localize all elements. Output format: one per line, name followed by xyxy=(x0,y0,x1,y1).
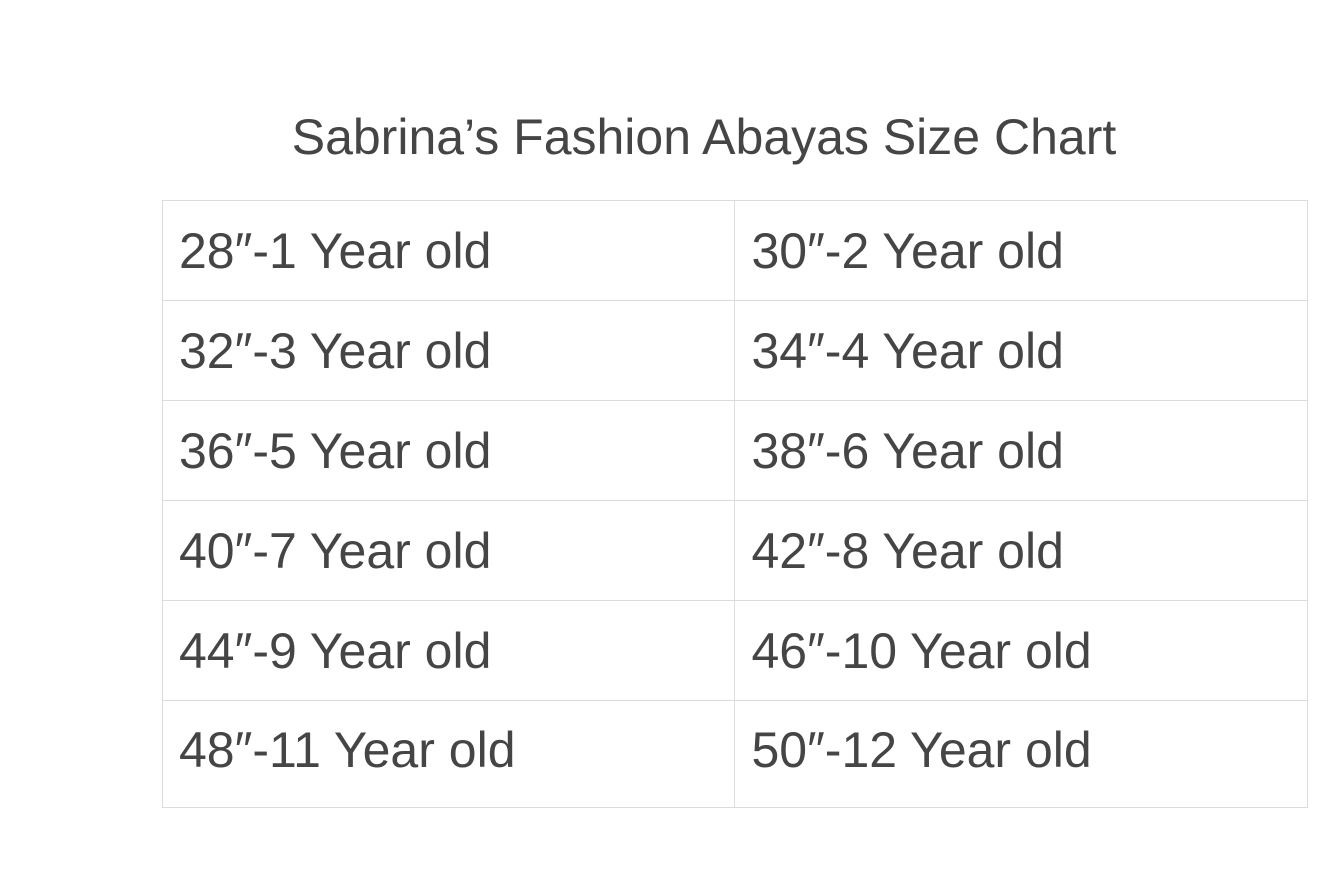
size-cell: 46″-10 Year old xyxy=(734,600,1308,701)
size-chart-table: 28″-1 Year old 30″-2 Year old 32″-3 Year o… xyxy=(161,200,1308,808)
size-cell: 36″-5 Year old xyxy=(161,400,736,501)
size-cell: 40″-7 Year old xyxy=(161,500,736,601)
table-row: 32″-3 Year old 34″-4 Year old xyxy=(161,300,1308,401)
page-title: Sabrina’s Fashion Abayas Size Chart xyxy=(291,109,1117,165)
size-cell: 44″-9 Year old xyxy=(161,600,736,701)
table-row: 48″-11 Year old 50″-12 Year old xyxy=(161,700,1308,808)
size-cell: 48″-11 Year old xyxy=(161,700,736,808)
size-cell: 34″-4 Year old xyxy=(734,300,1308,401)
size-cell: 42″-8 Year old xyxy=(734,500,1308,601)
size-cell: 28″-1 Year old xyxy=(161,200,736,301)
size-cell: 38″-6 Year old xyxy=(734,400,1308,501)
size-cell: 50″-12 Year old xyxy=(734,700,1308,808)
table-row: 28″-1 Year old 30″-2 Year old xyxy=(161,200,1308,301)
size-cell: 30″-2 Year old xyxy=(734,200,1308,301)
size-cell: 32″-3 Year old xyxy=(161,300,736,401)
table-row: 44″-9 Year old 46″-10 Year old xyxy=(161,600,1308,701)
table-row: 40″-7 Year old 42″-8 Year old xyxy=(161,500,1308,601)
table-row: 36″-5 Year old 38″-6 Year old xyxy=(161,400,1308,501)
